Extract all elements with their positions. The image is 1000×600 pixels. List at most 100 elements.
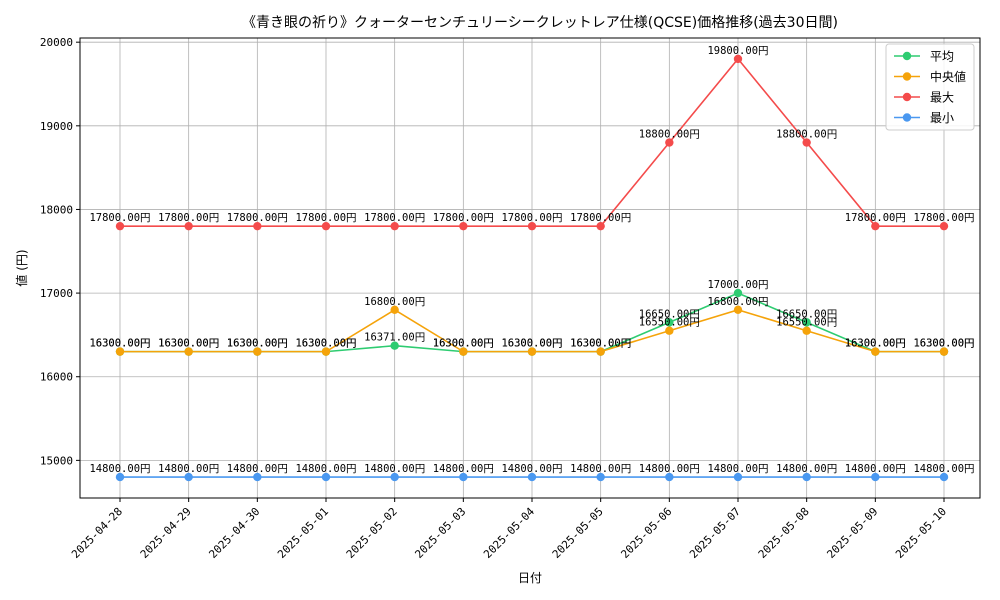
x-tick-label: 2025-05-05 xyxy=(550,505,606,561)
data-point xyxy=(733,472,743,482)
data-label: 14800.00円 xyxy=(227,463,288,475)
data-label: 16300.00円 xyxy=(295,338,356,350)
data-point xyxy=(665,318,674,327)
data-point xyxy=(527,347,537,356)
data-label: 16300.00円 xyxy=(845,338,906,350)
y-axis-ticks: 15000 16000 17000 18000 19000 20000 xyxy=(40,36,80,467)
data-label: 17800.00円 xyxy=(913,212,974,224)
data-label: 14800.00円 xyxy=(776,463,837,475)
data-point xyxy=(665,138,674,147)
data-point xyxy=(253,347,262,356)
legend-box xyxy=(885,43,975,131)
data-label: 16300.00円 xyxy=(501,338,562,350)
y-tick-label: 19000 xyxy=(40,120,73,133)
data-labels: 16300.00円 16300.00円 16300.00円 16300.00円 1637… xyxy=(89,45,974,475)
y-tick-label: 17000 xyxy=(40,287,73,300)
x-tick-label: 2025-04-30 xyxy=(206,505,262,561)
data-label: 14800.00円 xyxy=(501,463,562,475)
data-point xyxy=(871,472,880,482)
data-label: 14800.00円 xyxy=(707,463,768,475)
data-point xyxy=(184,221,193,231)
y-tick-label: 18000 xyxy=(40,203,73,216)
data-point xyxy=(390,305,399,315)
data-point xyxy=(733,288,743,298)
data-label: 16300.00円 xyxy=(158,338,219,350)
data-point xyxy=(115,472,125,482)
data-point xyxy=(596,347,605,356)
data-label: 16300.00円 xyxy=(89,338,150,350)
data-label: 17000.00円 xyxy=(707,279,768,291)
data-label: 16300.00円 xyxy=(158,338,219,350)
data-label: 16300.00円 xyxy=(570,338,631,350)
data-label: 14800.00円 xyxy=(295,463,356,475)
data-point xyxy=(733,305,743,315)
data-label: 16300.00円 xyxy=(227,338,288,350)
data-point xyxy=(665,326,674,335)
plot-frame xyxy=(79,37,981,499)
legend-marker xyxy=(902,51,912,61)
data-label: 14800.00円 xyxy=(158,463,219,475)
data-label: 16650.00円 xyxy=(776,308,837,320)
data-label: 16300.00円 xyxy=(433,338,494,350)
data-label: 16300.00円 xyxy=(433,338,494,350)
data-label: 16650.00円 xyxy=(639,308,700,320)
x-tick-label: 2025-05-06 xyxy=(618,505,674,561)
data-label: 14800.00円 xyxy=(433,463,494,475)
data-point xyxy=(184,472,193,482)
x-tick-label: 2025-05-09 xyxy=(824,505,880,561)
data-label: 16800.00円 xyxy=(707,296,768,308)
data-label: 16550.00円 xyxy=(776,317,837,329)
plot-area xyxy=(80,38,980,498)
x-axis-label: 日付 xyxy=(518,571,542,585)
data-label: 16300.00円 xyxy=(913,338,974,350)
series-group xyxy=(115,54,949,482)
legend-marker xyxy=(902,72,912,81)
data-point xyxy=(939,472,949,482)
data-point xyxy=(527,472,537,482)
data-label: 16371.00円 xyxy=(364,332,425,344)
data-label: 16300.00円 xyxy=(570,338,631,350)
data-label: 18800.00円 xyxy=(776,129,837,141)
data-label: 17800.00円 xyxy=(89,212,150,224)
data-point xyxy=(115,221,125,231)
data-point xyxy=(253,472,262,482)
data-point xyxy=(527,221,537,231)
x-axis-ticks: 2025-04-28 2025-04-29 2025-04-30 2025-05-01… xyxy=(69,498,949,561)
data-label: 16550.00円 xyxy=(639,317,700,329)
data-point xyxy=(459,472,468,482)
x-tick-label: 2025-05-08 xyxy=(756,505,812,561)
data-label: 17800.00円 xyxy=(570,212,631,224)
data-label: 17800.00円 xyxy=(158,212,219,224)
y-tick-label: 20000 xyxy=(40,36,73,49)
data-point xyxy=(871,347,880,356)
data-label: 17800.00円 xyxy=(433,212,494,224)
x-tick-label: 2025-05-10 xyxy=(893,505,949,561)
data-label: 17800.00円 xyxy=(501,212,562,224)
legend-marker xyxy=(902,92,912,102)
data-point xyxy=(802,138,811,147)
data-point xyxy=(802,318,811,327)
x-tick-label: 2025-05-03 xyxy=(412,505,468,561)
data-label: 16300.00円 xyxy=(501,338,562,350)
data-point xyxy=(115,347,125,356)
data-point xyxy=(321,472,331,482)
data-point xyxy=(184,347,193,356)
data-point xyxy=(802,472,811,482)
x-tick-label: 2025-04-29 xyxy=(138,505,194,561)
data-point xyxy=(459,347,468,356)
y-tick-label: 16000 xyxy=(40,371,73,384)
data-label: 17800.00円 xyxy=(364,212,425,224)
data-label: 16300.00円 xyxy=(295,338,356,350)
legend-entry: 最小 xyxy=(930,111,954,125)
data-label: 14800.00円 xyxy=(845,463,906,475)
data-point xyxy=(733,54,743,64)
data-label: 14800.00円 xyxy=(89,463,150,475)
data-point xyxy=(596,221,605,231)
data-label: 16300.00円 xyxy=(89,338,150,350)
chart-title: 《青き眼の祈り》クォーターセンチュリーシークレットレア仕様(QCSE)価格推移(… xyxy=(242,15,838,31)
data-point xyxy=(596,472,605,482)
x-tick-label: 2025-04-28 xyxy=(69,505,125,561)
